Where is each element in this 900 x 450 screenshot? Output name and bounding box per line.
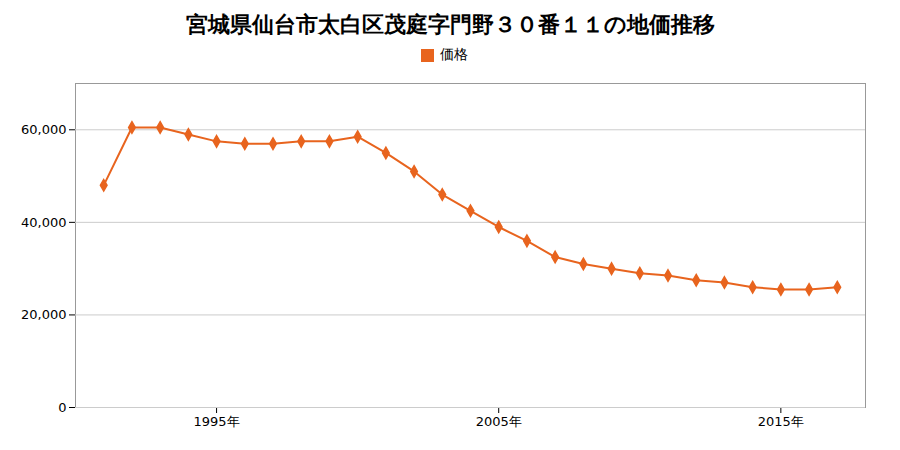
svg-text:60,000: 60,000 (21, 122, 67, 137)
svg-text:20,000: 20,000 (21, 307, 67, 322)
svg-text:1995年: 1995年 (194, 414, 240, 429)
html-text:価格: 価格 (439, 46, 468, 62)
svg-text:2015年: 2015年 (758, 414, 804, 429)
svg-text:40,000: 40,000 (21, 215, 67, 230)
html-text:宮城県仙台市太白区茂庭字門野３０番１１の地価推移: 宮城県仙台市太白区茂庭字門野３０番１１の地価推移 (185, 12, 715, 37)
svg-text:2005年: 2005年 (476, 414, 522, 429)
svg-text:0: 0 (58, 400, 66, 415)
